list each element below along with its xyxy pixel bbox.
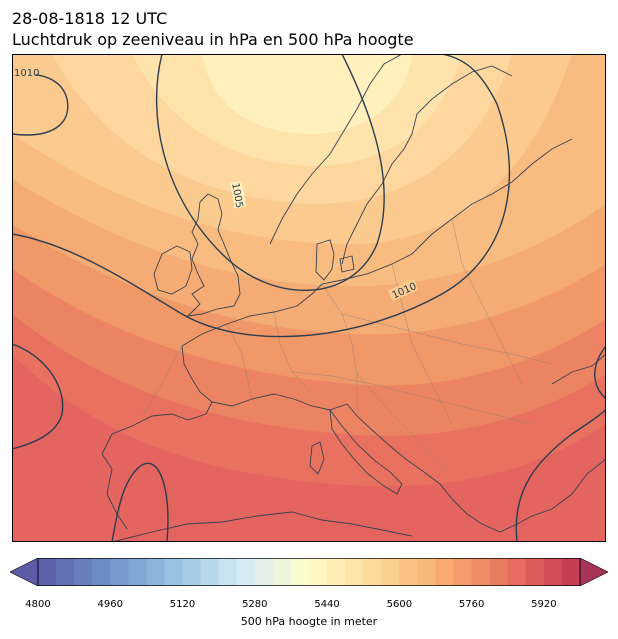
isobar-1015-east	[515, 408, 606, 542]
colorbar-cell	[381, 558, 400, 586]
coast-biscay	[101, 345, 213, 530]
map-datetime: 28-08-1818 12 UTC	[12, 9, 168, 28]
isobar-label-1010-west: 1010	[14, 68, 39, 79]
colorbar-cells	[38, 558, 581, 586]
colorbar-tick-label: 4960	[97, 599, 123, 610]
height-band-5560	[202, 54, 412, 134]
colorbar-cell	[327, 558, 346, 586]
coast-sardinia	[309, 441, 325, 475]
isobar-1010-west	[12, 72, 69, 136]
colorbar-cell	[471, 558, 491, 586]
colorbar-extend-high	[579, 558, 608, 586]
colorbar-tick-label: 5280	[242, 599, 268, 610]
colorbar	[10, 558, 608, 586]
colorbar-cell	[128, 558, 147, 586]
isobar-1015-south	[111, 462, 169, 542]
isobars	[12, 54, 606, 542]
colorbar-cell	[290, 558, 310, 586]
colorbar-cell	[56, 558, 75, 586]
colorbar-tick-label: 4800	[25, 599, 51, 610]
isobar-1015-west	[12, 343, 64, 450]
colorbar-cell	[110, 558, 129, 586]
colorbar-cell	[399, 558, 418, 586]
colorbar-cell	[254, 558, 274, 586]
map-frame	[12, 54, 606, 542]
map-title: Luchtdruk op zeeniveau in hPa en 500 hPa…	[12, 30, 414, 49]
coast-north-africa	[111, 511, 413, 542]
colorbar-cell	[200, 558, 220, 586]
isobar-1015-far-east	[594, 345, 606, 400]
colorbar-tick-label: 5440	[314, 599, 340, 610]
coast-black-sea	[551, 353, 606, 385]
colorbar-cell	[236, 558, 256, 586]
colorbar-cell	[218, 558, 238, 586]
coast-great-britain	[186, 193, 241, 317]
colorbar-cell	[489, 558, 509, 586]
coast-italy	[329, 408, 403, 495]
colorbar-cell	[272, 558, 292, 586]
colorbar-cell	[507, 558, 527, 586]
colorbar-cell	[92, 558, 111, 586]
colorbar-cell	[309, 558, 328, 586]
coast-denmark	[315, 239, 355, 281]
colorbar-cell	[164, 558, 183, 586]
colorbar-cell	[345, 558, 364, 586]
colorbar-cell	[525, 558, 545, 586]
coast-balkans	[451, 458, 606, 533]
coast-scandinavia	[269, 54, 513, 265]
isobar-1005	[155, 54, 385, 292]
isobar-1010-north	[12, 54, 511, 338]
colorbar-cell	[561, 558, 581, 586]
colorbar-cell	[435, 558, 454, 586]
colorbar-cell	[417, 558, 436, 586]
colorbar-extend-low	[10, 558, 39, 586]
colorbar-cell	[363, 558, 382, 586]
colorbar-cell	[74, 558, 93, 586]
isobar-label-1005: 1005	[229, 182, 244, 209]
weather-map: 1010 1005 1010	[12, 54, 606, 542]
colorbar-label: 500 hPa hoogte in meter	[240, 615, 378, 628]
colorbar-tick-label: 5120	[169, 599, 196, 610]
colorbar-cell	[182, 558, 201, 586]
colorbar-cell	[543, 558, 563, 586]
colorbar-cell	[146, 558, 165, 586]
coast-ireland	[153, 245, 193, 295]
colorbar-tick-label: 5600	[386, 599, 413, 610]
colorbar-tick-label: 5760	[458, 599, 485, 610]
colorbar-tick-label: 5920	[531, 599, 557, 610]
coast-mediterranean-north	[211, 393, 453, 500]
colorbar-cell	[38, 558, 57, 586]
colorbar-cell	[453, 558, 472, 586]
colorbar-frame	[37, 558, 581, 586]
